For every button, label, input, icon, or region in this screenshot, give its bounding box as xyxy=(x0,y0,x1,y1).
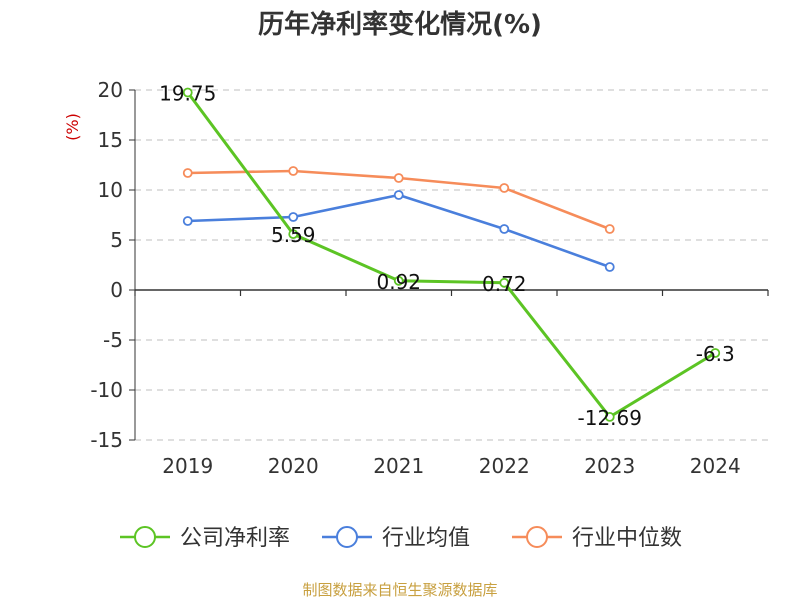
legend-swatch-marker xyxy=(134,526,156,548)
data-label: 0.72 xyxy=(482,272,527,296)
grid xyxy=(135,89,768,441)
y-tick-label: 5 xyxy=(110,228,123,252)
data-label: 19.75 xyxy=(159,82,216,106)
x-tick-label: 2022 xyxy=(479,454,530,478)
data-point xyxy=(182,87,193,98)
data-point xyxy=(604,411,615,422)
data-label: -6.3 xyxy=(696,342,735,366)
data-label: 0.92 xyxy=(376,270,421,294)
legend-label: 公司净利率 xyxy=(180,526,290,551)
y-tick-label: 10 xyxy=(98,178,123,202)
y-tick-label: 0 xyxy=(110,278,123,302)
data-point xyxy=(182,216,193,226)
legend-swatch-marker xyxy=(336,526,358,548)
legend-swatch-marker xyxy=(526,526,548,548)
data-point xyxy=(182,168,193,178)
data-point xyxy=(288,166,299,176)
legend: 公司净利率 行业均值 行业中位数 xyxy=(120,526,682,551)
y-axis-label: (%) xyxy=(63,113,82,141)
y-tick-label: -10 xyxy=(90,378,123,402)
data-point xyxy=(499,277,510,288)
data-point xyxy=(288,229,299,240)
data-point xyxy=(393,275,404,286)
series-line-1 xyxy=(187,193,611,269)
data-point xyxy=(288,212,299,222)
y-tick-label: -5 xyxy=(103,328,123,352)
legend-label: 行业均值 xyxy=(382,526,470,551)
x-tick-label: 2024 xyxy=(690,454,741,478)
chart-title: 历年净利率变化情况(%) xyxy=(258,9,542,40)
data-label: -12.69 xyxy=(578,406,642,430)
y-tick-label: 20 xyxy=(98,78,123,102)
data-label: 5.59 xyxy=(271,223,316,247)
axes xyxy=(129,89,769,441)
legend-label: 行业中位数 xyxy=(572,526,682,551)
y-tick-label: 15 xyxy=(98,128,123,152)
data-point xyxy=(604,262,615,272)
x-tick-label: 2021 xyxy=(373,454,424,478)
y-tick-label: -15 xyxy=(90,428,123,452)
series-points xyxy=(182,87,721,422)
x-tick-label: 2019 xyxy=(162,454,213,478)
data-point xyxy=(393,173,404,183)
series-lines xyxy=(186,91,717,419)
data-point xyxy=(499,183,510,193)
tick-labels: 20 15 10 5 0 -5 -10 -15 2019 2020 2021 2022 2023 2024 xyxy=(90,78,740,478)
source-note: 制图数据来自恒生聚源数据库 xyxy=(302,581,497,599)
data-point xyxy=(393,190,404,200)
x-tick-label: 2023 xyxy=(584,454,635,478)
data-point xyxy=(710,348,721,358)
data-point xyxy=(604,224,615,234)
data-labels: 19.75 5.59 0.92 0.72 -12.69 -6.3 xyxy=(159,82,735,430)
x-tick-label: 2020 xyxy=(268,454,319,478)
data-point xyxy=(499,224,510,234)
series-line-0 xyxy=(186,91,717,419)
